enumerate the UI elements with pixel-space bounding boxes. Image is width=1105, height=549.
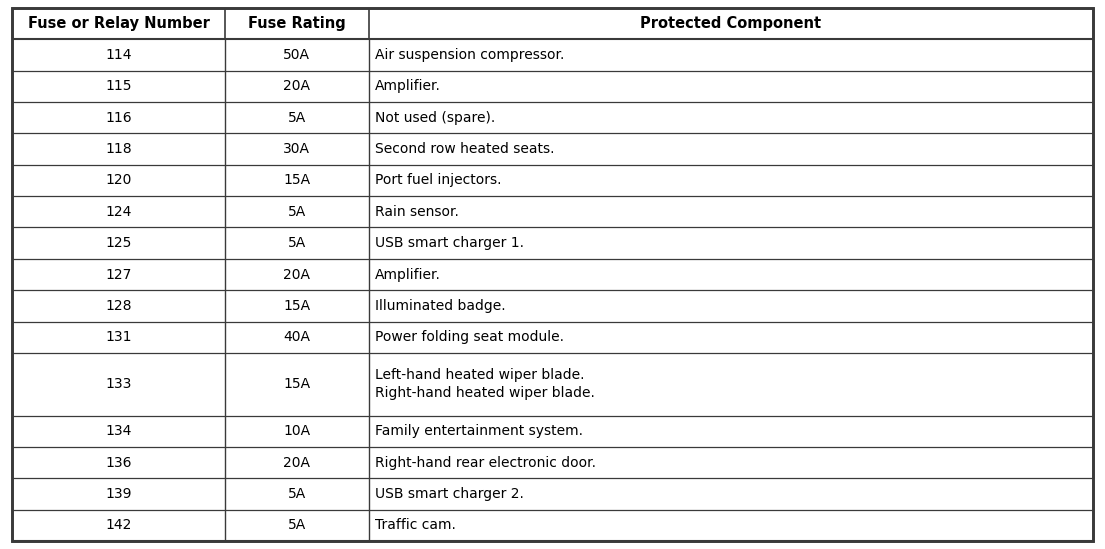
Text: Left-hand heated wiper blade.
Right-hand heated wiper blade.: Left-hand heated wiper blade. Right-hand… xyxy=(375,368,594,400)
Text: 20A: 20A xyxy=(283,80,311,93)
Text: Air suspension compressor.: Air suspension compressor. xyxy=(375,48,565,62)
Text: 5A: 5A xyxy=(287,236,306,250)
Text: Port fuel injectors.: Port fuel injectors. xyxy=(375,173,502,187)
Text: 127: 127 xyxy=(105,267,131,282)
Text: Traffic cam.: Traffic cam. xyxy=(375,518,455,533)
Text: Protected Component: Protected Component xyxy=(640,16,821,31)
Text: 136: 136 xyxy=(105,456,131,469)
Text: 10A: 10A xyxy=(283,424,311,438)
Text: Illuminated badge.: Illuminated badge. xyxy=(375,299,505,313)
Text: Rain sensor.: Rain sensor. xyxy=(375,205,459,219)
Text: 20A: 20A xyxy=(283,267,311,282)
Text: Second row heated seats.: Second row heated seats. xyxy=(375,142,555,156)
Text: 128: 128 xyxy=(105,299,131,313)
Text: 5A: 5A xyxy=(287,487,306,501)
Text: 40A: 40A xyxy=(283,330,311,344)
Text: Power folding seat module.: Power folding seat module. xyxy=(375,330,564,344)
Text: Not used (spare).: Not used (spare). xyxy=(375,111,495,125)
Text: 15A: 15A xyxy=(283,173,311,187)
Text: 15A: 15A xyxy=(283,377,311,391)
Text: 5A: 5A xyxy=(287,518,306,533)
Text: USB smart charger 2.: USB smart charger 2. xyxy=(375,487,524,501)
Text: 115: 115 xyxy=(105,80,131,93)
Text: 20A: 20A xyxy=(283,456,311,469)
Text: 120: 120 xyxy=(105,173,131,187)
Text: Amplifier.: Amplifier. xyxy=(375,267,441,282)
Text: Fuse or Relay Number: Fuse or Relay Number xyxy=(28,16,210,31)
Text: Family entertainment system.: Family entertainment system. xyxy=(375,424,582,438)
Text: 139: 139 xyxy=(105,487,131,501)
Text: Fuse Rating: Fuse Rating xyxy=(248,16,346,31)
Text: 5A: 5A xyxy=(287,111,306,125)
Text: 118: 118 xyxy=(105,142,131,156)
Text: 15A: 15A xyxy=(283,299,311,313)
Text: Right-hand rear electronic door.: Right-hand rear electronic door. xyxy=(375,456,596,469)
Text: 50A: 50A xyxy=(283,48,311,62)
Text: 133: 133 xyxy=(105,377,131,391)
Text: 116: 116 xyxy=(105,111,131,125)
Text: 124: 124 xyxy=(105,205,131,219)
Text: 131: 131 xyxy=(105,330,131,344)
Text: 114: 114 xyxy=(105,48,131,62)
Text: 125: 125 xyxy=(105,236,131,250)
Text: 30A: 30A xyxy=(283,142,311,156)
Text: 142: 142 xyxy=(105,518,131,533)
Text: 134: 134 xyxy=(105,424,131,438)
Text: 5A: 5A xyxy=(287,205,306,219)
Text: Amplifier.: Amplifier. xyxy=(375,80,441,93)
Text: USB smart charger 1.: USB smart charger 1. xyxy=(375,236,524,250)
